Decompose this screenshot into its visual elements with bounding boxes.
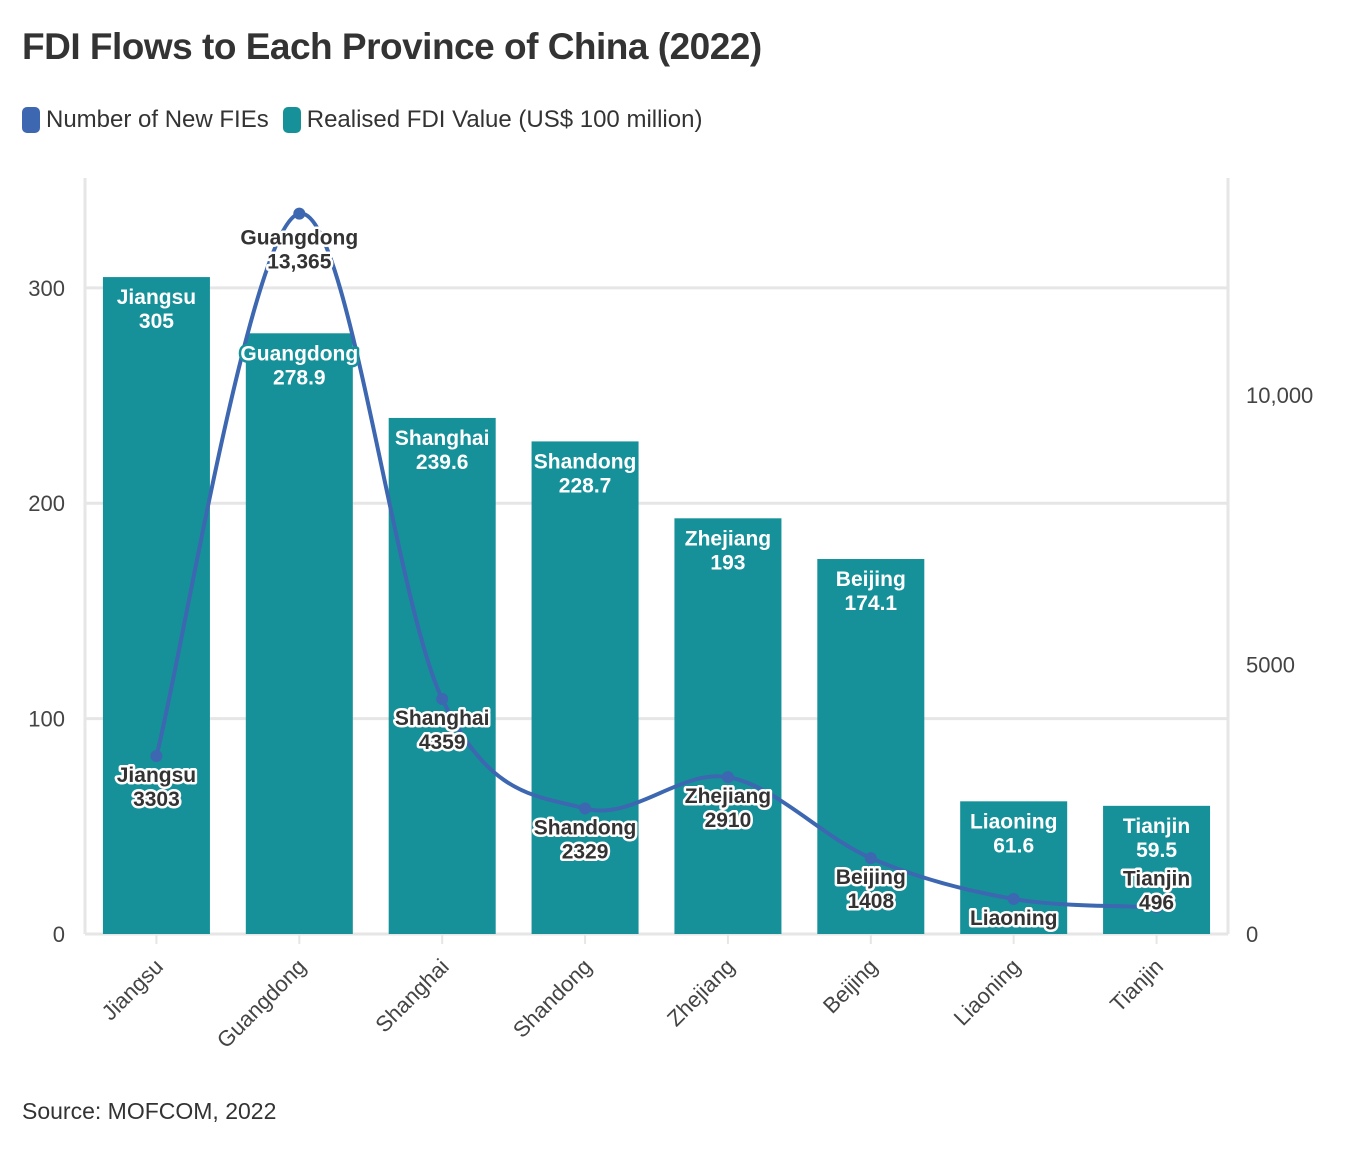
- bar-jiangsu: [102, 277, 210, 935]
- bar-label-value: 228.7: [559, 474, 612, 497]
- line-label-name: Beijing: [836, 866, 906, 889]
- bar-zhejiang: [674, 518, 782, 934]
- legend-item-new-fies[interactable]: Number of New FIEs: [22, 106, 269, 134]
- right-axis-tick-label: 0: [1246, 922, 1258, 947]
- bar-guangdong: [245, 333, 353, 934]
- bar-label-name: Jiangsu: [117, 286, 196, 309]
- bar-label-value: 174.1: [845, 592, 898, 615]
- line-point-beijing: [864, 852, 877, 865]
- x-axis-tick-label: Shanghai: [370, 954, 453, 1037]
- line-label-name: Tianjin: [1123, 867, 1190, 890]
- line-point-shanghai: [436, 693, 449, 706]
- bar-label-name: Beijing: [836, 568, 906, 591]
- bar-label-value: 239.6: [416, 451, 469, 474]
- line-label-name: Shanghai: [395, 707, 490, 730]
- line-label-value: 13,365: [267, 251, 332, 274]
- left-axis-tick-label: 100: [28, 707, 65, 732]
- bar-shandong: [531, 441, 639, 934]
- left-axis-tick-label: 200: [28, 491, 65, 516]
- bar-label-value: 59.5: [1136, 839, 1177, 862]
- line-point-shandong: [579, 802, 592, 815]
- line-label-value: 2329: [562, 840, 609, 863]
- x-axis-tick-label: Jiangsu: [97, 954, 168, 1025]
- line-label-name: Liaoning: [970, 907, 1058, 930]
- legend-swatch-line: [22, 107, 40, 133]
- bar-label-name: Shanghai: [395, 427, 490, 450]
- right-axis-tick-label: 10,000: [1246, 383, 1313, 408]
- x-axis-tick-label: Shandong: [508, 954, 597, 1043]
- line-label-value: 2910: [705, 809, 752, 832]
- bar-label-value: 305: [139, 310, 174, 333]
- bar-shanghai: [388, 417, 496, 934]
- bar-label-value: 193: [710, 551, 745, 574]
- line-label-liaoning: Liaoning: [967, 904, 1060, 932]
- right-axis-tick-label: 5000: [1246, 653, 1295, 678]
- left-axis-tick-label: 0: [53, 922, 65, 947]
- legend-item-fdi-value[interactable]: Realised FDI Value (US$ 100 million): [282, 106, 703, 134]
- source-note: Source: MOFCOM, 2022: [22, 1098, 277, 1124]
- bar-label-name: Shandong: [534, 450, 637, 473]
- line-label-value: 4359: [419, 731, 466, 754]
- line-label-value: 1408: [847, 890, 894, 913]
- bar-liaoning: [960, 801, 1068, 934]
- bar-label-name: Guangdong: [240, 342, 358, 365]
- bar-label-name: Tianjin: [1123, 815, 1190, 838]
- line-label-name: Jiangsu: [117, 764, 196, 787]
- legend-label: Realised FDI Value (US$ 100 million): [306, 106, 703, 133]
- legend-label: Number of New FIEs: [46, 106, 269, 133]
- bar-label-name: Liaoning: [970, 810, 1058, 833]
- line-new-fies: [154, 211, 1157, 910]
- legend: Number of New FIEs Realised FDI Value (U…: [22, 106, 716, 134]
- bar-label-value: 61.6: [993, 834, 1034, 857]
- x-axis-tick-label: Guangdong: [212, 954, 311, 1053]
- line-point-liaoning: [1007, 892, 1020, 905]
- line-label-value: 3303: [133, 788, 180, 811]
- line-point-zhejiang: [721, 771, 734, 784]
- line-point-jiangsu: [150, 749, 163, 762]
- legend-swatch-bar: [282, 107, 301, 133]
- x-axis-tick-label: Liaoning: [949, 954, 1026, 1031]
- chart-title: FDI Flows to Each Province of China (202…: [22, 26, 762, 67]
- x-axis-tick-label: Tianjin: [1105, 954, 1168, 1017]
- left-axis-tick-label: 300: [28, 276, 65, 301]
- x-axis-tick-label: Zhejiang: [662, 954, 739, 1031]
- line-point-guangdong: [293, 207, 306, 220]
- x-axis-tick-label: Beijing: [818, 954, 882, 1018]
- line-label-value: 496: [1139, 891, 1174, 914]
- bar-label-value: 278.9: [273, 366, 326, 389]
- bar-label-name: Zhejiang: [685, 527, 771, 550]
- line-label-name: Zhejiang: [685, 785, 771, 808]
- line-point-tianjin: [1150, 901, 1163, 914]
- line-label-name: Shandong: [534, 816, 637, 839]
- line-label-name: Guangdong: [240, 227, 358, 250]
